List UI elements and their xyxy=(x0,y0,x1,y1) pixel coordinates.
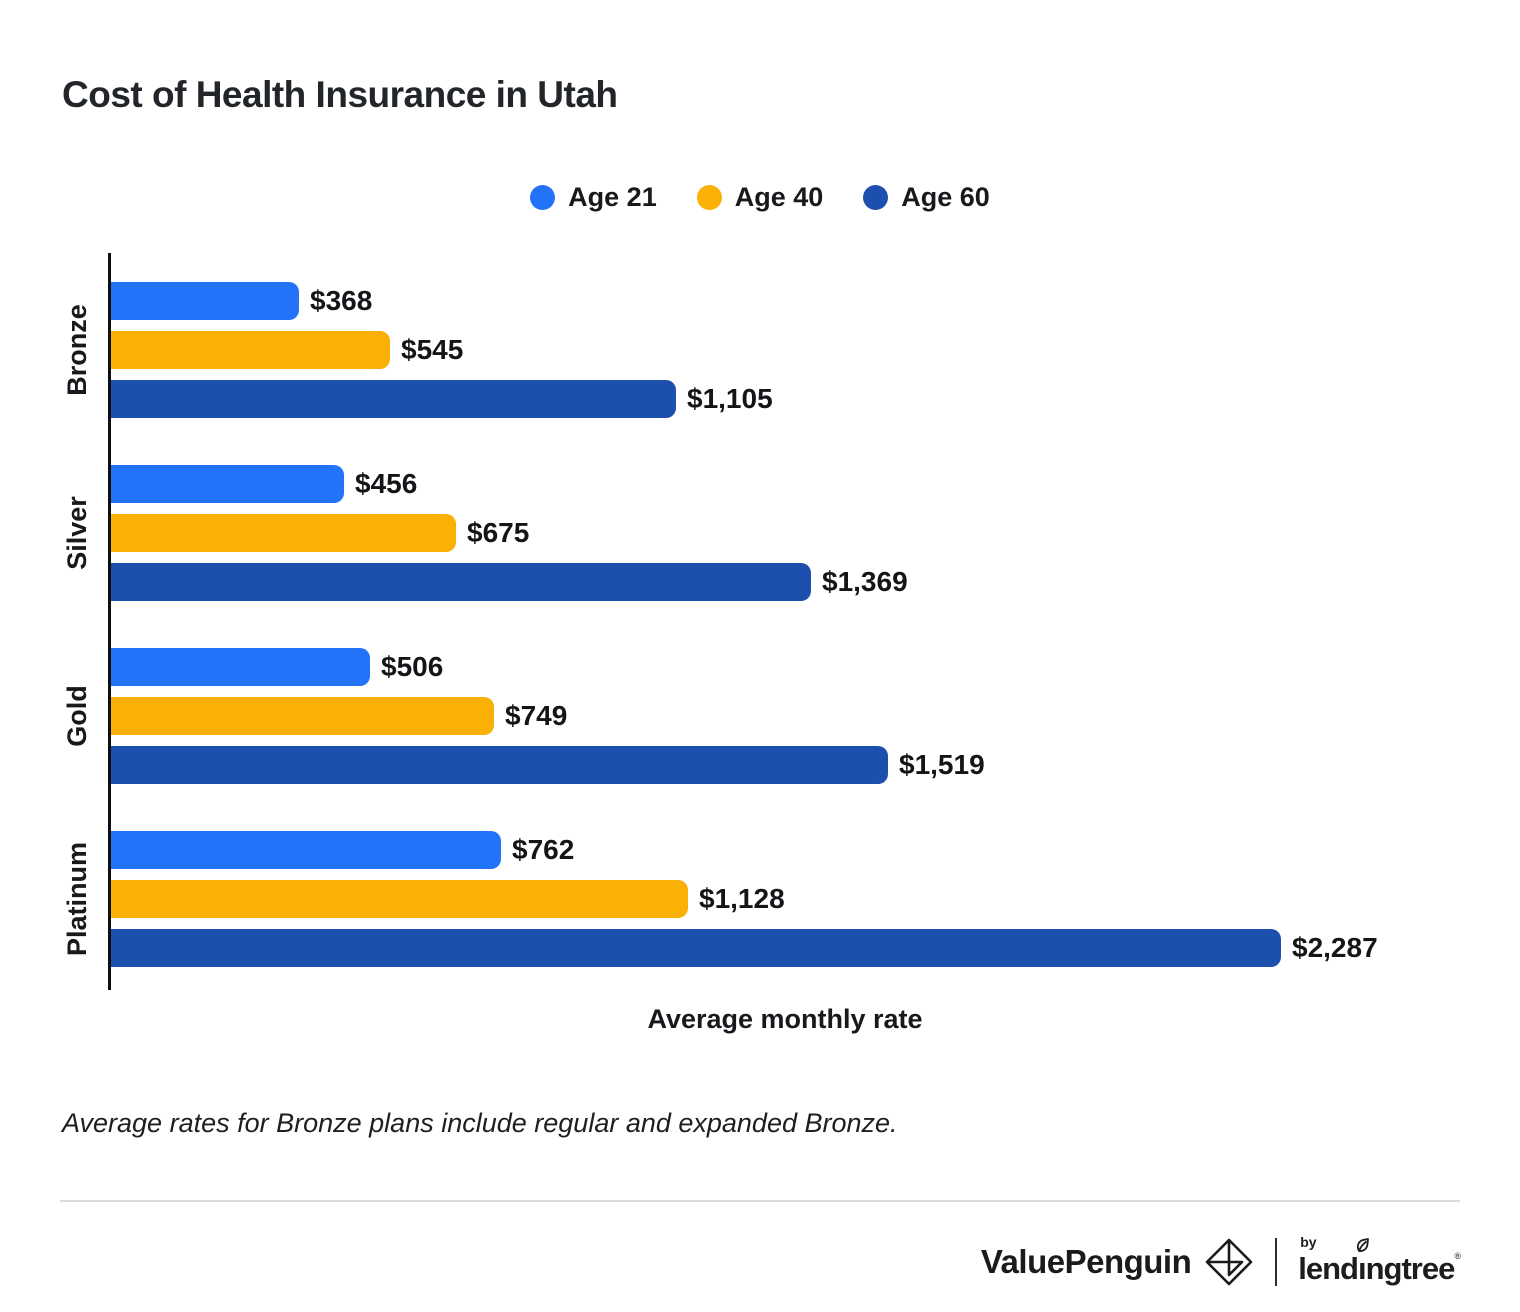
category-label: Bronze xyxy=(62,304,92,396)
bar-value-label: $368 xyxy=(310,285,373,316)
bar-age-60-gold xyxy=(111,746,888,784)
legend-dot-icon xyxy=(863,184,889,210)
bar-row: $368 xyxy=(111,282,1462,320)
category-label: Silver xyxy=(62,496,92,570)
bar-row: $749 xyxy=(111,697,1462,735)
legend-dot-icon xyxy=(530,184,556,210)
bar-row: $1,128 xyxy=(111,880,1462,918)
legend-item-age-60: Age 60 xyxy=(863,182,990,213)
footer-separator xyxy=(1275,1238,1278,1286)
bar-value-label: $2,287 xyxy=(1292,932,1378,963)
footer-divider xyxy=(60,1200,1460,1202)
bar-age-21-platinum xyxy=(111,831,501,869)
legend-label: Age 60 xyxy=(901,181,990,212)
bar-age-40-silver xyxy=(111,514,456,552)
bar-age-21-gold xyxy=(111,648,370,686)
bar-value-label: $675 xyxy=(467,517,530,548)
bar-row: $456 xyxy=(111,465,1462,503)
legend-dot-icon xyxy=(696,184,722,210)
bar-row: $1,519 xyxy=(111,746,1462,784)
page-title: Cost of Health Insurance in Utah xyxy=(62,74,618,115)
category-label: Platinum xyxy=(62,841,92,957)
bar-row: $506 xyxy=(111,648,1462,686)
bar-value-label: $749 xyxy=(505,700,568,731)
valuepenguin-diamond-icon xyxy=(1205,1238,1253,1286)
bar-value-label: $506 xyxy=(381,651,444,682)
lendingtree-logo: by lendı ngtree® xyxy=(1298,1234,1461,1287)
bar-row: $762 xyxy=(111,831,1462,869)
bar-chart: Bronze $368 $545 $1,105 Silver $456 $675 $1,369… xyxy=(62,253,1462,990)
chart-group-gold: Gold $506 $749 $1,519 xyxy=(62,648,1462,784)
bar-row: $1,105 xyxy=(111,380,1462,418)
bar-age-21-bronze xyxy=(111,282,299,320)
bar-value-label: $1,105 xyxy=(687,383,773,414)
bar-value-label: $762 xyxy=(512,834,575,865)
legend-item-age-40: Age 40 xyxy=(696,181,824,213)
chart-group-platinum: Platinum $762 $1,128 $2,287 xyxy=(62,831,1462,967)
chart-footnote: Average rates for Bronze plans include r… xyxy=(62,1108,898,1138)
bar-row: $675 xyxy=(111,514,1462,552)
category-label: Gold xyxy=(62,685,92,747)
chart-legend: Age 21 Age 40 Age 60 xyxy=(0,181,1520,213)
bar-row: $2,287 xyxy=(111,929,1462,967)
bar-age-21-silver xyxy=(111,465,344,503)
chart-group-bronze: Bronze $368 $545 $1,105 xyxy=(62,282,1462,418)
leaf-icon xyxy=(1356,1238,1369,1252)
bar-value-label: $456 xyxy=(355,468,418,499)
bar-value-label: $1,519 xyxy=(899,749,985,780)
bar-age-40-platinum xyxy=(111,880,688,918)
bar-value-label: $1,128 xyxy=(699,883,785,914)
legend-label: Age 21 xyxy=(568,181,657,212)
bar-value-label: $545 xyxy=(401,334,464,365)
x-axis-label: Average monthly rate xyxy=(647,1004,923,1034)
bar-age-60-platinum xyxy=(111,929,1281,967)
valuepenguin-wordmark: ValuePenguin xyxy=(980,1243,1192,1280)
lendingtree-wordmark: lendı ngtree® xyxy=(1298,1238,1461,1286)
chart-group-silver: Silver $456 $675 $1,369 xyxy=(62,465,1462,601)
bar-row: $545 xyxy=(111,331,1462,369)
bar-value-label: $1,369 xyxy=(822,566,908,597)
bar-age-60-silver xyxy=(111,563,811,601)
footer-logos: ValuePenguin by lendı ngtree® xyxy=(980,1234,1461,1290)
by-label: by xyxy=(1300,1234,1317,1250)
bar-age-40-gold xyxy=(111,697,494,735)
bar-age-40-bronze xyxy=(111,331,390,369)
legend-item-age-21: Age 21 xyxy=(530,182,657,213)
legend-label: Age 40 xyxy=(734,181,824,212)
bar-row: $1,369 xyxy=(111,563,1462,601)
bar-age-60-bronze xyxy=(111,380,676,418)
plot-area: Bronze $368 $545 $1,105 Silver $456 $675 $1,369… xyxy=(62,253,1462,990)
